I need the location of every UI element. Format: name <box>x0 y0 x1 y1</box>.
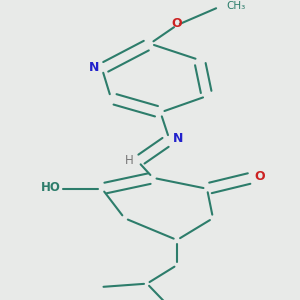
Text: O: O <box>172 16 182 29</box>
Text: O: O <box>254 170 265 183</box>
Text: N: N <box>173 132 184 145</box>
Text: H: H <box>124 154 134 167</box>
Text: HO: HO <box>41 181 61 194</box>
Text: CH₃: CH₃ <box>226 2 246 11</box>
Text: N: N <box>89 61 100 74</box>
